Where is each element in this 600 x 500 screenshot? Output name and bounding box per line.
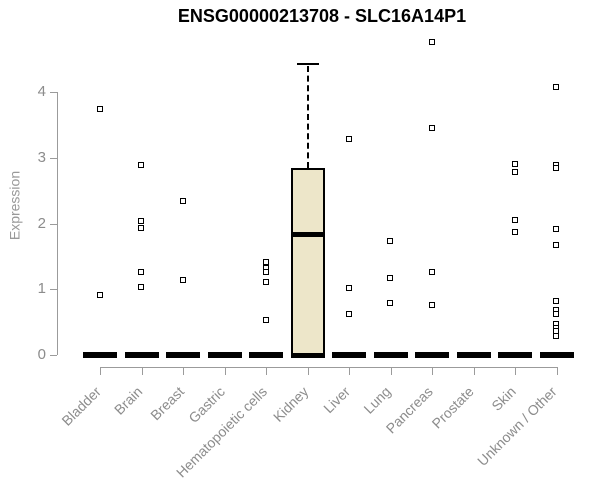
x-tick xyxy=(100,367,101,375)
zero-bar xyxy=(249,352,283,358)
x-tick-label: Skin xyxy=(488,383,519,414)
x-tick xyxy=(390,367,392,375)
outlier-point xyxy=(553,165,559,172)
y-tick xyxy=(50,92,57,93)
outlier-point xyxy=(387,238,393,245)
zero-bar xyxy=(207,352,242,358)
x-tick-label: Prostate xyxy=(428,383,478,432)
x-tick xyxy=(141,367,143,375)
zero-bar xyxy=(166,352,200,358)
zero-bar xyxy=(498,352,532,358)
outlier-point xyxy=(138,218,144,225)
x-tick xyxy=(224,367,226,375)
y-tick-label: 1 xyxy=(37,280,46,298)
x-tick xyxy=(266,367,267,375)
outlier-point xyxy=(345,136,352,143)
x-tick xyxy=(307,367,309,375)
outlier-point xyxy=(345,310,352,317)
outlier-point xyxy=(138,162,144,169)
outlier-point xyxy=(428,125,435,132)
x-tick-label: Brain xyxy=(110,383,146,418)
x-tick-label: Bladder xyxy=(58,383,104,429)
outlier-point xyxy=(138,269,144,276)
y-tick-label: 3 xyxy=(37,148,46,166)
x-tick xyxy=(473,367,475,375)
outlier-point xyxy=(428,38,435,45)
x-tick xyxy=(183,367,184,375)
x-axis-line xyxy=(100,367,558,368)
x-tick-label: Breast xyxy=(146,383,187,424)
outlier-point xyxy=(553,225,559,232)
outlier-point xyxy=(262,258,269,265)
outlier-point xyxy=(511,160,518,167)
outlier-point xyxy=(511,216,518,223)
box xyxy=(290,168,325,358)
outlier-point xyxy=(428,268,435,275)
outlier-point xyxy=(387,274,393,281)
outlier-point xyxy=(262,269,269,276)
zero-bar xyxy=(332,352,366,358)
outlier-point xyxy=(96,105,103,112)
outlier-point xyxy=(553,241,559,248)
zero-bar xyxy=(83,352,117,358)
whisker-cap xyxy=(296,62,319,66)
zero-bar xyxy=(539,352,574,358)
outlier-point xyxy=(96,291,103,298)
y-tick-label: 0 xyxy=(37,346,46,363)
outlier-point xyxy=(179,197,186,204)
x-tick-label: Lung xyxy=(360,383,395,417)
outlier-point xyxy=(553,311,559,318)
outlier-point xyxy=(262,278,269,285)
y-tick-label: 2 xyxy=(37,214,46,232)
y-axis-line xyxy=(57,92,58,355)
outlier-point xyxy=(511,229,518,236)
x-tick xyxy=(432,367,433,375)
outlier-point xyxy=(262,317,269,324)
outlier-point xyxy=(387,300,393,307)
whisker-line xyxy=(306,65,309,169)
outlier-point xyxy=(138,283,144,290)
x-tick-label: Kidney xyxy=(269,383,312,425)
y-tick xyxy=(50,355,57,356)
x-tick xyxy=(515,367,516,375)
zero-bar xyxy=(415,352,449,358)
outlier-point xyxy=(138,225,144,232)
x-tick xyxy=(556,367,558,375)
x-tick xyxy=(349,367,350,375)
outlier-point xyxy=(179,277,186,284)
zero-bar xyxy=(124,352,159,358)
outlier-point xyxy=(511,169,518,176)
y-tick xyxy=(50,223,57,225)
y-tick xyxy=(50,157,57,159)
outlier-point xyxy=(553,83,559,90)
outlier-point xyxy=(553,333,559,340)
outlier-point xyxy=(553,298,559,305)
y-tick-label: 4 xyxy=(37,83,46,100)
chart-title: ENSG00000213708 - SLC16A14P1 xyxy=(177,6,467,26)
y-tick xyxy=(50,289,57,291)
outlier-point xyxy=(345,285,352,292)
zero-bar xyxy=(373,352,408,358)
zero-bar xyxy=(456,352,491,358)
outlier-point xyxy=(428,301,435,308)
x-tick-label: Liver xyxy=(319,383,353,417)
median-line xyxy=(290,231,325,237)
